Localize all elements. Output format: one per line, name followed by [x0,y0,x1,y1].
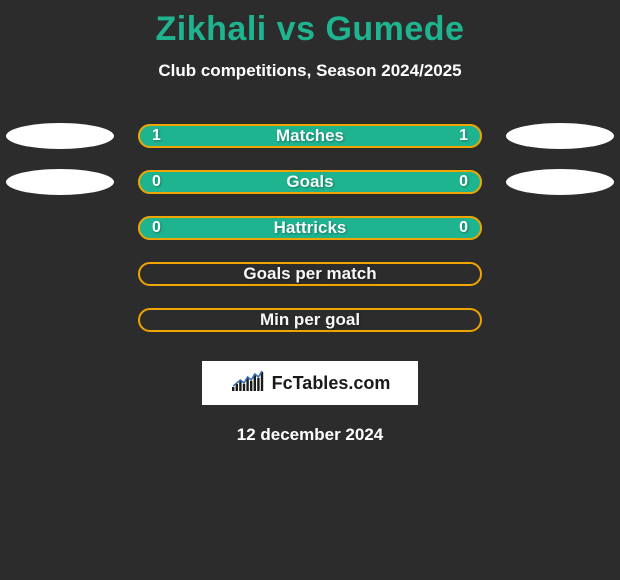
stat-bar: 0 0 Hattricks [138,216,482,240]
title-vs: vs [267,10,326,48]
stats-area: 1 1 Matches 0 0 Goals 0 0 Hattricks Goals per mat… [0,113,620,343]
stat-value-left: 1 [152,127,161,145]
title-left-player: Zikhali [156,10,267,48]
stat-value-right: 0 [459,173,468,191]
stat-value-right: 0 [459,219,468,237]
stat-row: Goals per match [0,251,620,297]
player-marker-right [506,123,614,149]
stat-row: 0 0 Hattricks [0,205,620,251]
stat-row: Min per goal [0,297,620,343]
date-line: 12 december 2024 [0,425,620,445]
player-marker-left [6,123,114,149]
stat-bar: 1 1 Matches [138,124,482,148]
player-marker-left [6,169,114,195]
stat-value-right: 1 [459,127,468,145]
logo-chart-icon [230,369,266,398]
stat-bar: 0 0 Goals [138,170,482,194]
stat-label: Goals per match [243,264,376,284]
comparison-infographic: Zikhali vs Gumede Club competitions, Sea… [0,0,620,580]
subtitle: Club competitions, Season 2024/2025 [0,61,620,81]
stat-row: 1 1 Matches [0,113,620,159]
player-marker-right [506,169,614,195]
bar-fill-left [138,170,310,194]
stat-value-left: 0 [152,219,161,237]
logo-box: FcTables.com [202,361,418,405]
stat-label: Matches [276,126,344,146]
title-right-player: Gumede [325,10,464,48]
stat-row: 0 0 Goals [0,159,620,205]
stat-label: Hattricks [274,218,347,238]
logo-text: FcTables.com [272,373,391,394]
bar-fill-right [310,170,482,194]
stat-label: Min per goal [260,310,360,330]
page-title: Zikhali vs Gumede [0,0,620,49]
stat-bar: Goals per match [138,262,482,286]
stat-bar: Min per goal [138,308,482,332]
stat-label: Goals [286,172,333,192]
stat-value-left: 0 [152,173,161,191]
